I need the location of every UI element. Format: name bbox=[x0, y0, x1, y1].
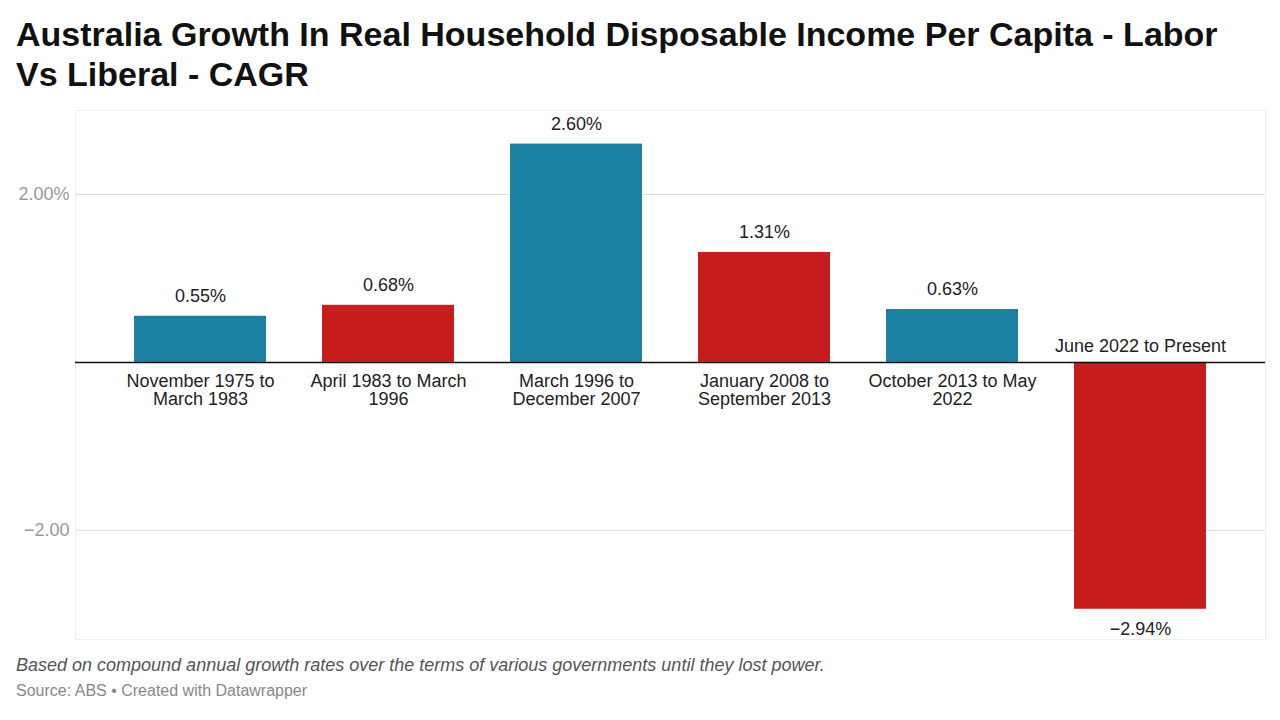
svg-text:April 1983 to March1996: April 1983 to March1996 bbox=[310, 371, 466, 409]
svg-text:0.68%: 0.68% bbox=[363, 275, 414, 295]
svg-text:0.63%: 0.63% bbox=[927, 279, 978, 299]
svg-text:June 2022 to Present: June 2022 to Present bbox=[1055, 336, 1226, 356]
svg-text:2.60%: 2.60% bbox=[551, 114, 602, 134]
svg-text:−2.94%: −2.94% bbox=[1110, 619, 1172, 639]
svg-text:January 2008 toSeptember 2013: January 2008 toSeptember 2013 bbox=[698, 371, 831, 409]
html-text:Source: ABS • Created with Dat: Source: ABS • Created with Datawrapper bbox=[16, 682, 308, 699]
svg-text:0.55%: 0.55% bbox=[175, 286, 226, 306]
html-text:Based on compound annual growt: Based on compound annual growth rates ov… bbox=[16, 655, 825, 675]
svg-text:November 1975 toMarch 1983: November 1975 toMarch 1983 bbox=[126, 371, 274, 409]
svg-text:October 2013 to May2022: October 2013 to May2022 bbox=[868, 371, 1036, 409]
svg-text:1.31%: 1.31% bbox=[739, 222, 790, 242]
svg-text:−2.00: −2.00 bbox=[24, 520, 70, 540]
svg-text:2.00%: 2.00% bbox=[18, 184, 69, 204]
svg-text:March 1996 toDecember 2007: March 1996 toDecember 2007 bbox=[512, 371, 640, 409]
html-text:Australia Growth In Real House: Australia Growth In Real Household Dispo… bbox=[16, 15, 1218, 93]
